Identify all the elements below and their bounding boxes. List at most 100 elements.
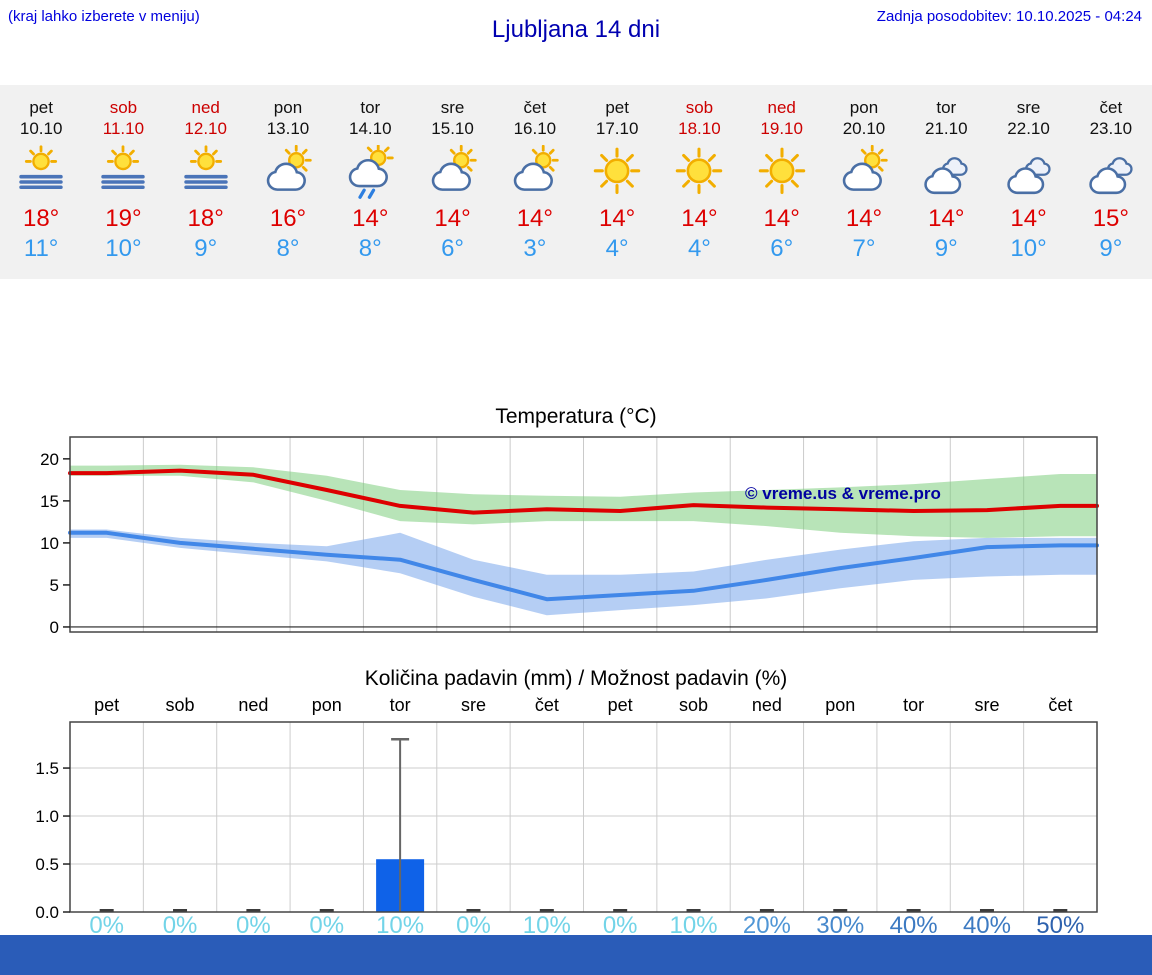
sun-cloud-icon (431, 144, 477, 191)
precip-probability: 0% (309, 912, 344, 938)
cloudy-icon (924, 156, 968, 194)
footer-bar (0, 935, 1152, 975)
day-date: 15.10 (431, 119, 474, 139)
max-temp-value: 19° (105, 204, 142, 232)
day-name: sob (109, 98, 138, 117)
day-name: sre (1016, 98, 1041, 117)
min-temp-range-band (70, 529, 1097, 615)
precip-probability: 0% (236, 912, 271, 938)
forecast-day: pet 17.10 14° 4° (576, 97, 658, 263)
day-date: 23.10 (1089, 119, 1133, 139)
min-temp-value: 6° (770, 234, 794, 262)
min-temp-value: 8° (276, 234, 300, 262)
baseline-mark (686, 908, 701, 912)
y-tick-label: 0.0 (35, 903, 59, 922)
precip-day-label: ned (238, 695, 268, 715)
page-title: Ljubljana 14 dni (491, 16, 661, 43)
baseline-mark (173, 908, 188, 912)
y-tick-label: 10 (40, 533, 59, 552)
weather-icon-slot (905, 142, 987, 202)
min-temp-value: 9° (934, 234, 958, 262)
weather-icon-slot (247, 142, 329, 202)
precipitation-chart-block: Količina padavin (mm) / Možnost padavin … (0, 667, 1152, 943)
min-temp-value: 8° (358, 234, 382, 262)
precip-probability: 50% (1036, 912, 1084, 938)
baseline-mark (99, 908, 114, 912)
day-date: 11.10 (102, 119, 145, 139)
max-temp-value: 14° (928, 204, 965, 232)
baseline-mark (246, 908, 261, 912)
forecast-day: sre 22.10 14° 10° (987, 97, 1069, 263)
precipitation-chart: pet sob ned pon tor sre čet pet sob ned pon tor sre č… (35, 695, 1098, 939)
precip-probability: 20% (743, 912, 791, 938)
day-date: 16.10 (513, 119, 557, 139)
watermark-link[interactable]: © vreme.us & vreme.pro (745, 484, 941, 503)
temperature-chart-block: Temperatura (°C) 0 5 10 15 20 © vreme.us & vr… (0, 405, 1152, 647)
sun-icon (676, 147, 723, 194)
y-tick-label: 1.5 (35, 759, 59, 778)
day-date: 12.10 (184, 119, 227, 139)
sun-fog-icon (183, 144, 228, 189)
sun-icon (758, 147, 805, 194)
day-name: pet (29, 98, 53, 117)
max-temp-value: 14° (598, 204, 636, 232)
min-temp-value: 4° (687, 234, 711, 262)
forecast-day: sre 15.10 14° 6° (411, 97, 493, 263)
weather-icon-slot (0, 142, 82, 202)
precip-day-label: ned (752, 695, 782, 715)
day-name: sob (685, 98, 714, 117)
precip-probability: 30% (816, 912, 864, 938)
day-date: 18.10 (678, 119, 721, 139)
max-temp-value: 16° (269, 204, 307, 232)
weather-icon-slot (576, 142, 658, 202)
sun-cloud-icon (513, 144, 559, 191)
precip-day-label: pet (608, 695, 633, 715)
sun-fog-icon (101, 144, 146, 189)
forecast-day: sob 11.10 19° 10° (82, 97, 164, 263)
baseline-mark (833, 908, 848, 912)
precip-day-label: pet (94, 695, 119, 715)
baseline-mark (759, 908, 774, 912)
baseline-mark (466, 908, 481, 912)
weather-icon-slot (823, 142, 905, 202)
day-name: sre (440, 98, 465, 117)
weather-icon-slot (165, 142, 247, 202)
weather-icon-slot (82, 142, 164, 202)
min-temp-value: 6° (441, 234, 465, 262)
day-date: 14.10 (349, 119, 392, 139)
min-temp-value: 11° (23, 234, 59, 262)
last-update: Zadnja posodobitev: 10.10.2025 - 04:24 (876, 8, 1142, 25)
max-temp-value: 14° (434, 204, 471, 232)
day-date: 21.10 (925, 119, 968, 139)
y-tick-label: 20 (40, 449, 59, 468)
y-tick-label: 15 (40, 491, 59, 510)
precip-day-label: sob (166, 695, 195, 715)
precip-day-label: čet (535, 695, 559, 715)
weather-icon-slot (987, 142, 1069, 202)
forecast-day: pon 20.10 14° 7° (823, 97, 905, 263)
precip-probability: 0% (603, 912, 638, 938)
precip-probability: 10% (376, 912, 424, 938)
day-name: ned (191, 98, 220, 117)
min-temp-line (68, 530, 1099, 601)
baseline-mark (979, 908, 994, 912)
day-name: tor (360, 98, 381, 117)
rain-shower-icon (349, 144, 394, 199)
min-temp-value: 10° (105, 234, 142, 262)
min-temp-value: 9° (194, 234, 218, 262)
weather-icon-slot (411, 142, 493, 202)
precip-chart-title: Količina padavin (mm) / Možnost padavin … (364, 666, 788, 690)
min-temp-value: 7° (852, 234, 876, 262)
max-temp-value: 14° (763, 204, 800, 232)
weather-icon-slot (658, 142, 740, 202)
baseline-mark (906, 908, 921, 912)
day-date: 13.10 (266, 119, 310, 139)
forecast-day: ned 12.10 18° 9° (165, 97, 247, 263)
day-date: 17.10 (595, 119, 639, 139)
sun-cloud-icon (266, 144, 312, 191)
precip-day-label: sre (974, 695, 999, 715)
precip-probability: 0% (89, 912, 124, 938)
weather-icon-slot (494, 142, 576, 202)
forecast-day: ned 19.10 14° 6° (741, 97, 823, 263)
max-temp-value: 14° (352, 204, 389, 232)
